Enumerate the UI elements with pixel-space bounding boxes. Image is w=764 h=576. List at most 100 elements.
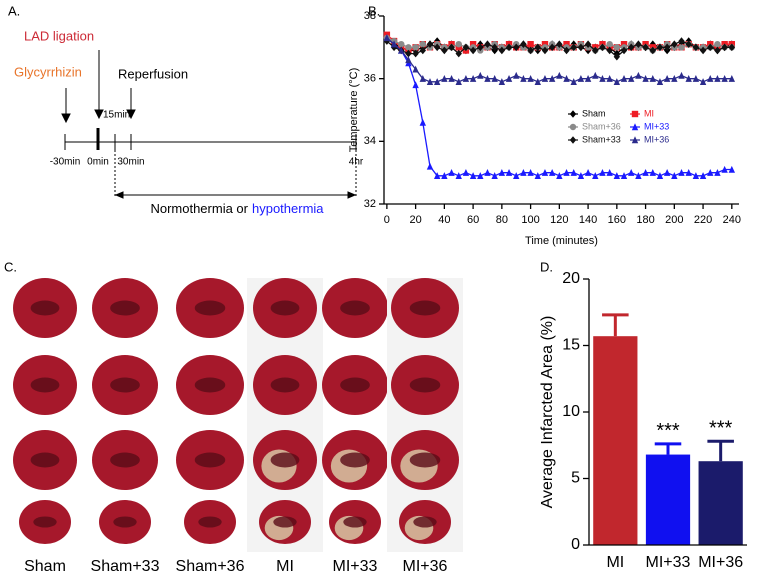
condition-label: Normothermia or hypothermia: [150, 201, 324, 216]
marker: [599, 168, 606, 176]
heart-lumen: [343, 516, 367, 528]
marker: [469, 74, 477, 82]
significance-label: ***: [656, 420, 680, 442]
x-axis-label: Time (minutes): [525, 235, 598, 247]
legend-label: Sham: [582, 108, 606, 118]
marker: [448, 168, 455, 176]
marker: [412, 81, 419, 89]
marker: [505, 168, 513, 176]
marker: [477, 172, 484, 179]
marker: [606, 46, 613, 55]
marker: [707, 43, 714, 52]
marker: [455, 41, 462, 48]
marker: [513, 43, 520, 52]
marker: [498, 78, 506, 85]
x-tick-label: 200: [665, 214, 683, 226]
marker: [678, 37, 685, 45]
x-tick-label: MI: [606, 554, 624, 571]
heart-lumen: [409, 300, 441, 316]
x-tick-label: 60: [467, 214, 479, 226]
marker: [390, 40, 398, 48]
heart-lumen: [33, 516, 57, 528]
marker: [556, 172, 563, 179]
marker: [484, 168, 491, 176]
marker: [455, 78, 462, 85]
legend-label: MI: [644, 108, 654, 118]
y-tick-label: 32: [364, 198, 376, 210]
marker: [613, 52, 621, 61]
condition-text: hypothermia: [252, 201, 324, 216]
marker: [714, 41, 721, 48]
marker: [678, 168, 685, 176]
y-axis-label: Average Infarcted Area (%): [539, 316, 556, 509]
x-tick-label: 140: [579, 214, 597, 226]
marker: [613, 78, 621, 85]
time-label: -30min: [50, 157, 81, 168]
marker: [541, 46, 549, 55]
marker: [656, 172, 664, 179]
marker: [649, 46, 656, 55]
marker: [505, 74, 513, 82]
marker: [569, 136, 577, 144]
marker: [541, 74, 549, 82]
marker: [671, 74, 678, 82]
marker: [419, 118, 427, 126]
legend-label: Sham+33: [582, 134, 621, 144]
x-tick-label: 0: [384, 214, 390, 226]
marker: [570, 43, 577, 52]
marker: [592, 71, 599, 79]
marker: [527, 74, 534, 82]
marker: [678, 71, 685, 79]
marker: [606, 74, 613, 82]
marker: [462, 43, 470, 52]
marker: [570, 168, 577, 176]
marker: [527, 168, 534, 176]
legend-label: Sham+36: [582, 121, 621, 131]
heart-lumen: [194, 300, 226, 316]
marker: [426, 40, 434, 48]
group-label: Sham+36: [176, 558, 245, 575]
x-tick-label: 220: [694, 214, 712, 226]
marker: [548, 43, 556, 52]
bar: [593, 336, 638, 545]
y-tick-label: 36: [364, 73, 376, 85]
marker: [469, 46, 477, 55]
y-tick-label: 0: [571, 536, 580, 553]
marker: [635, 40, 642, 48]
heart-lumen: [270, 452, 300, 468]
heart-lumen: [194, 377, 226, 393]
panel-label: D.: [540, 259, 553, 274]
marker: [412, 65, 419, 73]
x-tick-label: 40: [438, 214, 450, 226]
marker: [405, 44, 412, 51]
panel-label: C.: [4, 259, 17, 274]
marker: [692, 74, 700, 82]
heart-lumen: [413, 516, 437, 528]
marker: [699, 78, 707, 85]
y-tick-label: 15: [562, 337, 580, 354]
marker: [685, 168, 692, 176]
marker: [685, 40, 692, 48]
marker: [635, 172, 642, 179]
marker: [649, 74, 656, 82]
y-tick-label: 38: [364, 10, 376, 22]
marker: [620, 46, 628, 55]
marker: [663, 43, 671, 52]
x-tick-label: 120: [550, 214, 568, 226]
heart-lumen: [409, 377, 441, 393]
marker: [642, 74, 649, 82]
marker: [728, 165, 736, 173]
heart-lumen: [30, 452, 60, 468]
y-tick-label: 5: [571, 470, 580, 487]
y-tick-label: 20: [562, 270, 580, 287]
x-tick-label: 20: [409, 214, 421, 226]
marker: [642, 43, 649, 52]
marker: [520, 74, 527, 82]
time-label: 30min: [117, 157, 144, 168]
marker: [728, 74, 736, 82]
condition-text: Normothermia or: [150, 201, 248, 216]
marker: [491, 172, 498, 179]
marker: [577, 43, 585, 52]
heart-lumen: [110, 452, 140, 468]
marker: [505, 43, 513, 52]
